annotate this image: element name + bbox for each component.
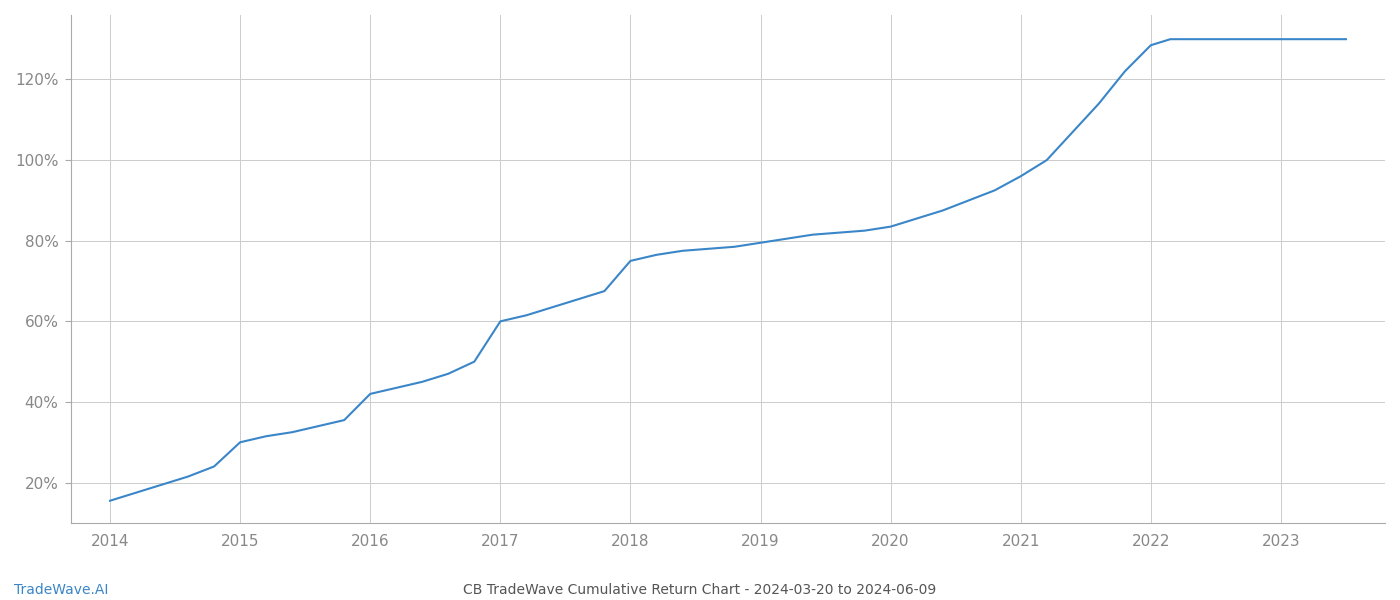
Text: CB TradeWave Cumulative Return Chart - 2024-03-20 to 2024-06-09: CB TradeWave Cumulative Return Chart - 2… (463, 583, 937, 597)
Text: TradeWave.AI: TradeWave.AI (14, 583, 108, 597)
